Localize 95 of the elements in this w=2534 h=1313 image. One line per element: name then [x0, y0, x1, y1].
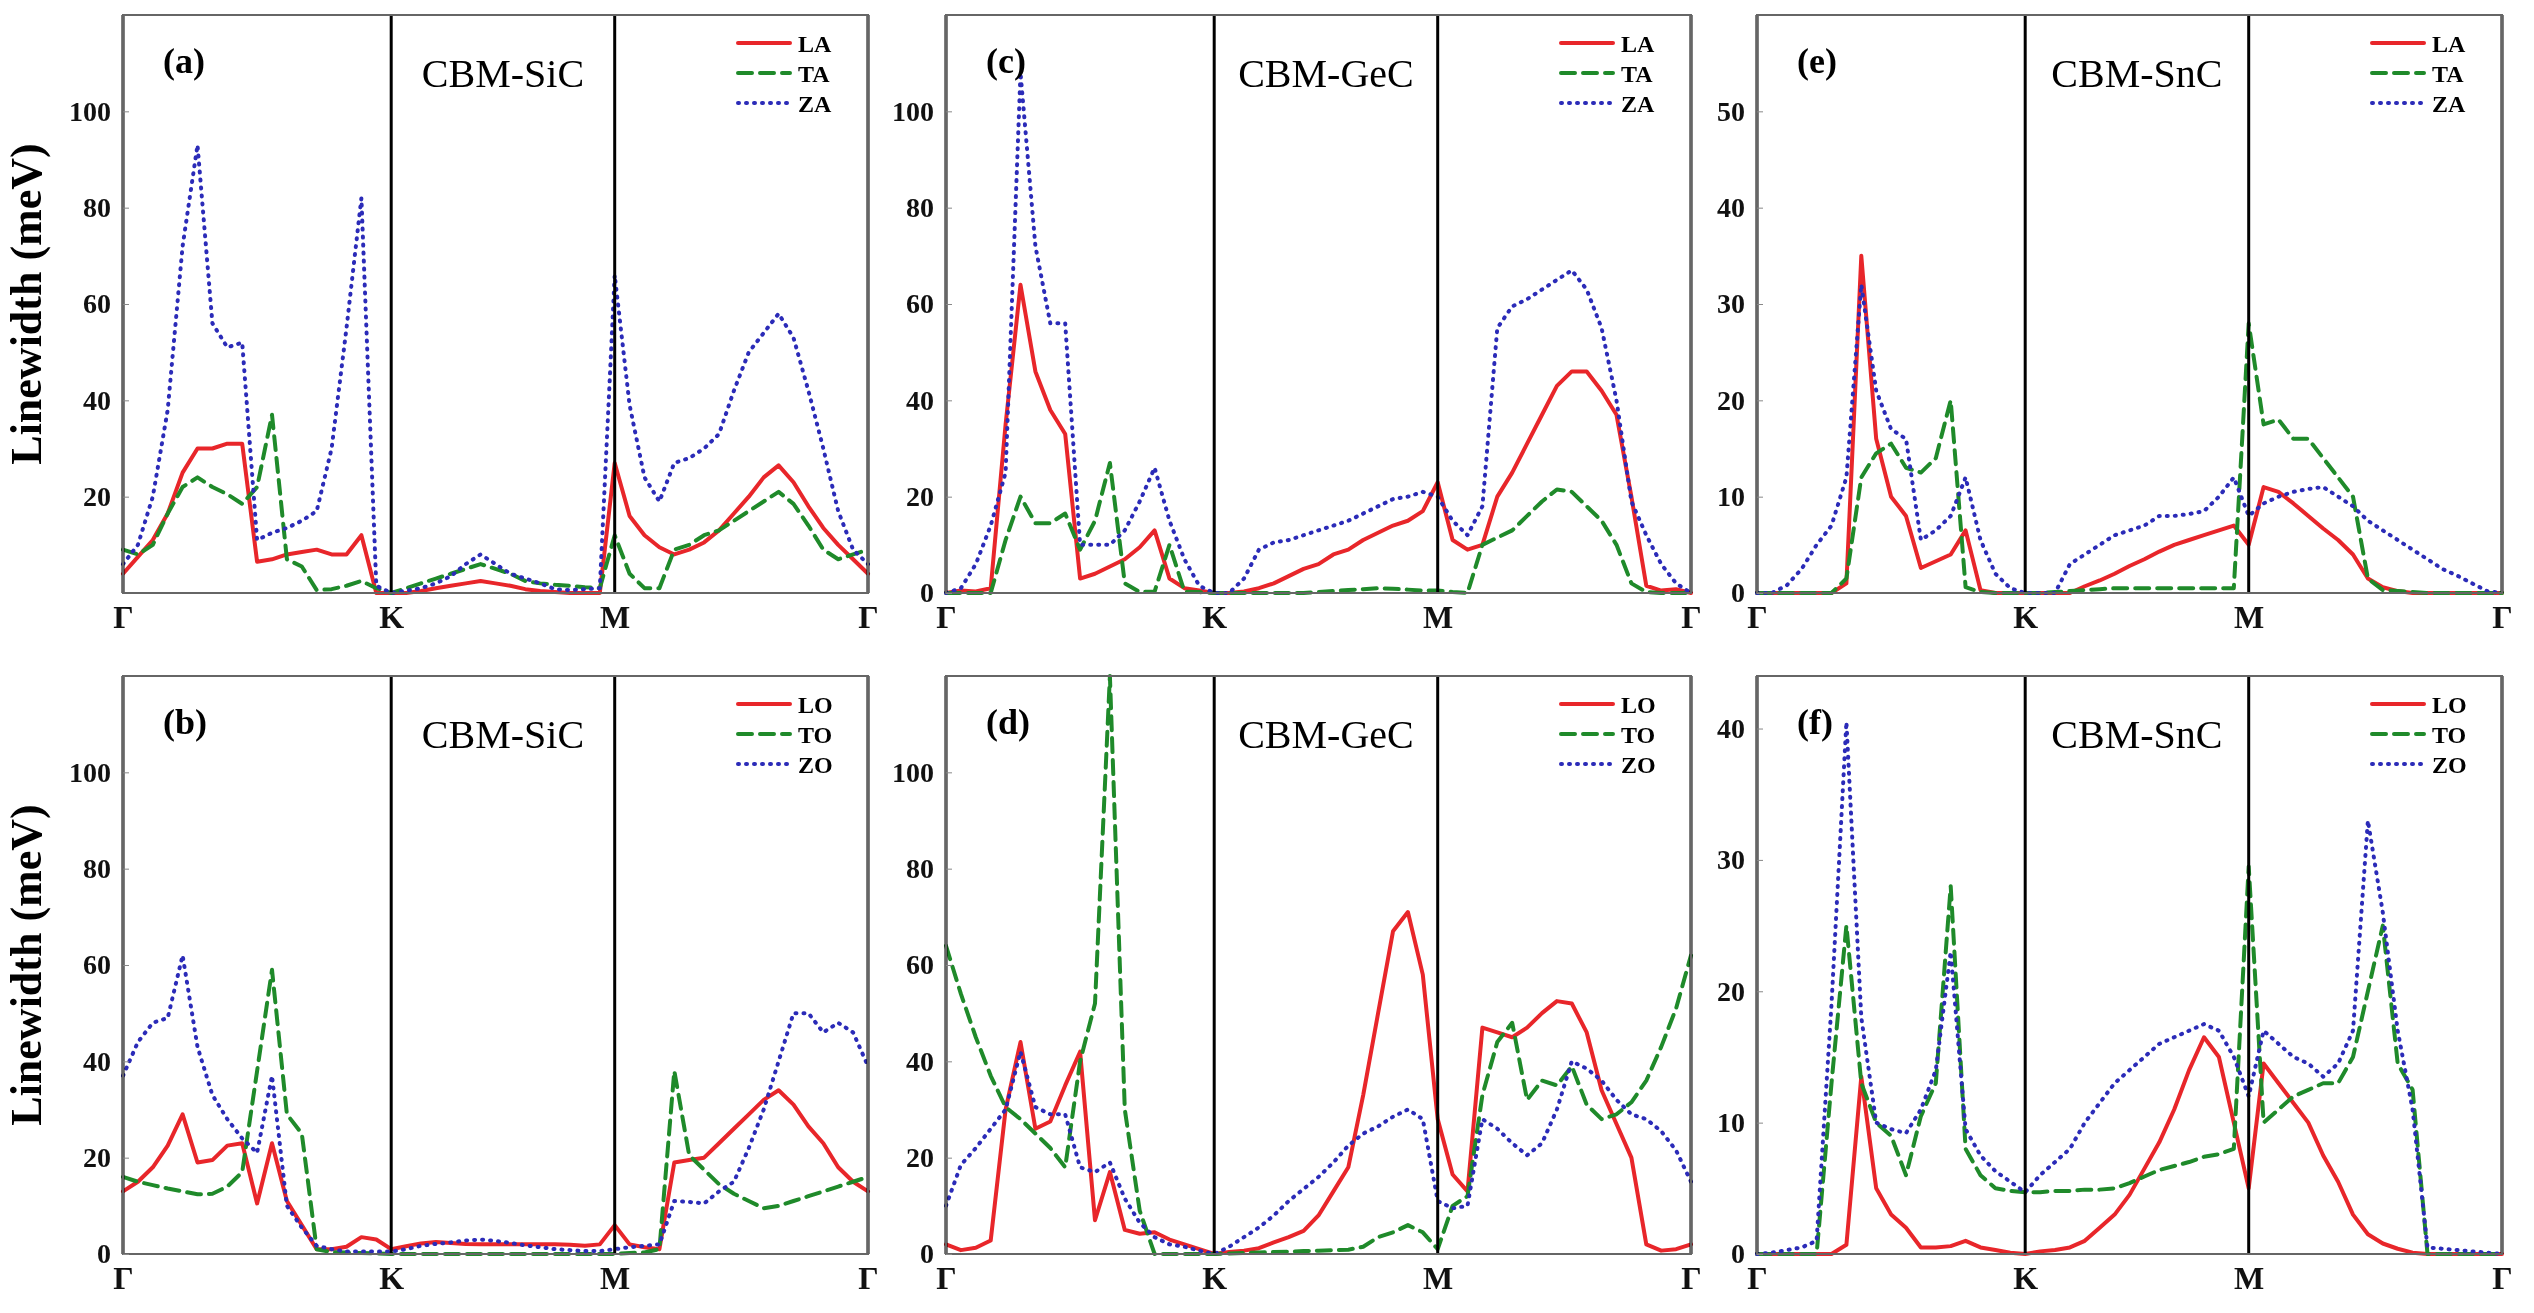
y-tick-label: 20	[83, 481, 111, 513]
y-tick-label: 100	[69, 95, 111, 127]
y-tick-label: 60	[906, 288, 934, 320]
y-tick-label: 10	[1717, 481, 1745, 513]
y-tick-label: 20	[906, 481, 934, 513]
legend-label: TA	[798, 61, 831, 87]
x-tick-label: Γ	[858, 1259, 879, 1296]
x-tick-label: Γ	[1747, 598, 1768, 635]
text: CBM-SiC	[421, 51, 585, 96]
y-tick-label: 0	[920, 577, 934, 609]
y-tick-label: 30	[1717, 288, 1745, 320]
legend-label: TA	[1621, 61, 1654, 87]
text: CBM-SiC	[421, 712, 585, 757]
y-tick-label: 100	[892, 756, 934, 788]
y-tick-label: 10	[1717, 1107, 1745, 1139]
line-series	[944, 674, 1693, 1256]
y-tick-label: 20	[906, 1142, 934, 1174]
legend-label: ZA	[798, 91, 833, 117]
x-tick-label: Γ	[2492, 598, 2513, 635]
legend-label: ZO	[1621, 752, 1656, 778]
y-tick-label: 80	[906, 853, 934, 885]
x-tick-label: K	[2013, 1259, 2039, 1296]
text: (d)	[986, 702, 1030, 742]
text: CBM-SnC	[2051, 712, 2223, 757]
line-series	[944, 910, 1693, 1256]
legend-label: LA	[1621, 31, 1656, 57]
y-tick-label: 40	[1717, 713, 1745, 745]
y-tick-label: 20	[83, 1142, 111, 1174]
y-tick-label: 50	[1717, 95, 1745, 127]
y-tick-label: 80	[83, 853, 111, 885]
x-tick-label: Γ	[1747, 1259, 1768, 1296]
text: (e)	[1797, 41, 1837, 81]
y-tick-label: 100	[892, 95, 934, 127]
legend-label: LO	[1621, 692, 1656, 718]
y-tick-label: 40	[906, 1045, 934, 1077]
legend-label: ZA	[2432, 91, 2467, 117]
legend-label: LA	[2432, 31, 2467, 57]
y-tick-label: 60	[83, 288, 111, 320]
y-tick-label: 0	[97, 1238, 111, 1270]
text: (c)	[986, 41, 1026, 81]
x-tick-label: Γ	[936, 1259, 957, 1296]
legend-label: ZO	[798, 752, 833, 778]
y-axis-title: Linewidth (meV)	[2, 804, 51, 1126]
y-tick-label: 80	[906, 192, 934, 224]
y-tick-label: 20	[1717, 975, 1745, 1007]
y-tick-label: 40	[906, 384, 934, 416]
x-tick-label: K	[2013, 598, 2039, 635]
y-tick-label: 0	[1731, 1238, 1745, 1270]
x-tick-label: M	[2234, 598, 2265, 635]
x-tick-label: M	[600, 598, 631, 635]
x-tick-label: M	[2234, 1259, 2265, 1296]
y-tick-label: 40	[83, 384, 111, 416]
legend-label: TA	[2432, 61, 2465, 87]
y-tick-label: 0	[920, 1238, 934, 1270]
x-tick-label: Γ	[113, 1259, 134, 1296]
text: (b)	[163, 702, 207, 742]
legend-label: TO	[1621, 722, 1656, 748]
x-tick-label: M	[1423, 1259, 1454, 1296]
x-tick-label: Γ	[2492, 1259, 2513, 1296]
legend-label: TO	[2432, 722, 2467, 748]
y-tick-label: 80	[83, 192, 111, 224]
text: CBM-GeC	[1238, 51, 1414, 96]
y-tick-label: 100	[69, 756, 111, 788]
y-tick-label: 40	[1717, 192, 1745, 224]
y-tick-label: 0	[1731, 577, 1745, 609]
y-tick-label: 30	[1717, 844, 1745, 876]
x-tick-label: Γ	[113, 598, 134, 635]
text: (f)	[1797, 702, 1833, 742]
y-axis-title: Linewidth (meV)	[2, 143, 51, 465]
y-tick-label: 60	[906, 949, 934, 981]
x-tick-label: K	[379, 1259, 405, 1296]
text: CBM-GeC	[1238, 712, 1414, 757]
x-tick-label: K	[379, 598, 405, 635]
legend-label: LO	[2432, 692, 2467, 718]
line-series	[121, 143, 870, 595]
legend-label: ZA	[1621, 91, 1656, 117]
y-tick-label: 60	[83, 949, 111, 981]
x-tick-label: Γ	[1681, 1259, 1702, 1296]
x-tick-label: M	[600, 1259, 631, 1296]
line-series	[121, 441, 870, 595]
legend-label: ZO	[2432, 752, 2467, 778]
legend-label: LO	[798, 692, 833, 718]
legend-label: TO	[798, 722, 833, 748]
x-tick-label: Γ	[858, 598, 879, 635]
x-tick-label: Γ	[936, 598, 957, 635]
x-tick-label: M	[1423, 598, 1454, 635]
y-tick-label: 40	[83, 1045, 111, 1077]
legend-label: LA	[798, 31, 833, 57]
y-tick-label: 20	[1717, 384, 1745, 416]
text: (a)	[163, 41, 205, 81]
x-tick-label: Γ	[1681, 598, 1702, 635]
text: CBM-SnC	[2051, 51, 2223, 96]
x-tick-label: K	[1202, 1259, 1228, 1296]
line-series	[944, 1049, 1693, 1256]
x-tick-label: K	[1202, 598, 1228, 635]
